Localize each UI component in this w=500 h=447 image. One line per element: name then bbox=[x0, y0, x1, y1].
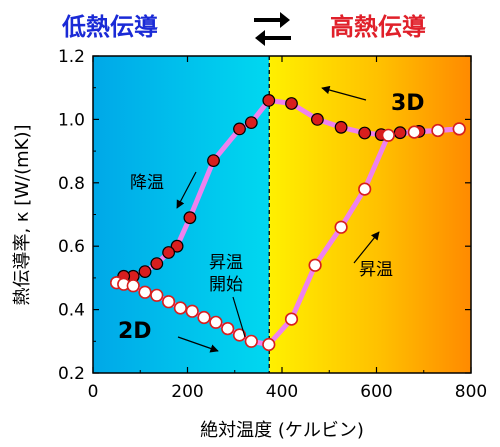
y-tick-label: 0.4 bbox=[58, 301, 85, 321]
y-tick-label: 0.6 bbox=[58, 237, 85, 257]
data-point-heating bbox=[209, 315, 223, 329]
y-tick-label: 0.8 bbox=[58, 174, 85, 194]
data-point-heating bbox=[334, 220, 348, 234]
data-point-heating bbox=[162, 295, 176, 309]
y-axis-label: 熱伝導率, κ [W/(mK)] bbox=[12, 124, 33, 305]
data-point-heating bbox=[407, 125, 421, 139]
data-point-heating bbox=[452, 122, 466, 136]
data-point-cooling bbox=[285, 97, 298, 110]
label-3d: 3D bbox=[391, 91, 425, 116]
markers-layer bbox=[109, 93, 466, 352]
data-point-cooling bbox=[150, 257, 164, 271]
y-tick-label: 1.0 bbox=[58, 110, 85, 130]
label-heating: 昇温 bbox=[359, 260, 393, 280]
data-point-cooling bbox=[233, 122, 246, 136]
data-point-cooling bbox=[170, 239, 184, 253]
data-point-heating bbox=[431, 123, 445, 138]
data-point-cooling bbox=[244, 116, 258, 129]
data-point-heating bbox=[185, 304, 199, 318]
label-heating-start-2: 開始 bbox=[209, 275, 243, 295]
data-point-cooling bbox=[311, 112, 324, 126]
arrow-2d bbox=[177, 336, 219, 353]
label-heating-start-1: 昇温 bbox=[209, 253, 243, 273]
data-point-heating bbox=[284, 312, 299, 326]
x-tick-label: 600 bbox=[360, 382, 392, 402]
x-tick-label: 0 bbox=[88, 382, 99, 402]
label-2d: 2D bbox=[118, 319, 152, 344]
data-point-heating bbox=[173, 301, 187, 315]
y-tick-label: 0.2 bbox=[58, 364, 85, 384]
data-point-cooling bbox=[162, 246, 176, 259]
x-axis-label: 絶対温度 (ケルビン) bbox=[200, 420, 364, 441]
data-point-heating bbox=[221, 322, 235, 336]
data-point-heating bbox=[138, 285, 152, 299]
arrow-heating bbox=[353, 231, 380, 264]
data-point-heating bbox=[244, 334, 258, 348]
data-point-heating bbox=[308, 258, 322, 272]
data-point-heating bbox=[232, 328, 247, 342]
x-tick-label: 400 bbox=[266, 382, 298, 402]
label-cooling: 降温 bbox=[130, 173, 164, 193]
low-conductivity-label: 低熱伝導 bbox=[61, 13, 158, 41]
data-point-cooling bbox=[393, 126, 407, 140]
data-point-cooling bbox=[334, 120, 348, 134]
data-point-heating bbox=[381, 128, 395, 142]
y-tick-label: 1.2 bbox=[58, 47, 85, 67]
x-tick-label: 200 bbox=[171, 382, 203, 402]
arrow-cooling bbox=[176, 171, 197, 209]
arrow-heating-start bbox=[232, 296, 246, 338]
data-point-cooling bbox=[358, 126, 372, 140]
high-conductivity-region bbox=[269, 56, 471, 373]
data-point-cooling bbox=[262, 93, 276, 107]
data-point-heating bbox=[262, 337, 276, 352]
high-conductivity-label: 高熱伝導 bbox=[330, 13, 426, 41]
ticks-layer: 0 200 400 600 800 0.2 0.4 0.6 0.8 1.0 1.2 bbox=[58, 47, 487, 402]
data-point-heating bbox=[197, 310, 211, 325]
data-point-cooling bbox=[183, 211, 197, 225]
exchange-arrows-icon bbox=[254, 12, 291, 46]
data-point-heating bbox=[150, 288, 164, 302]
data-point-heating bbox=[358, 182, 372, 196]
arrow-3d bbox=[321, 85, 367, 101]
data-point-cooling bbox=[207, 154, 220, 168]
data-point-heating bbox=[126, 279, 140, 293]
x-tick-label: 800 bbox=[455, 382, 487, 402]
data-point-cooling bbox=[138, 265, 152, 279]
